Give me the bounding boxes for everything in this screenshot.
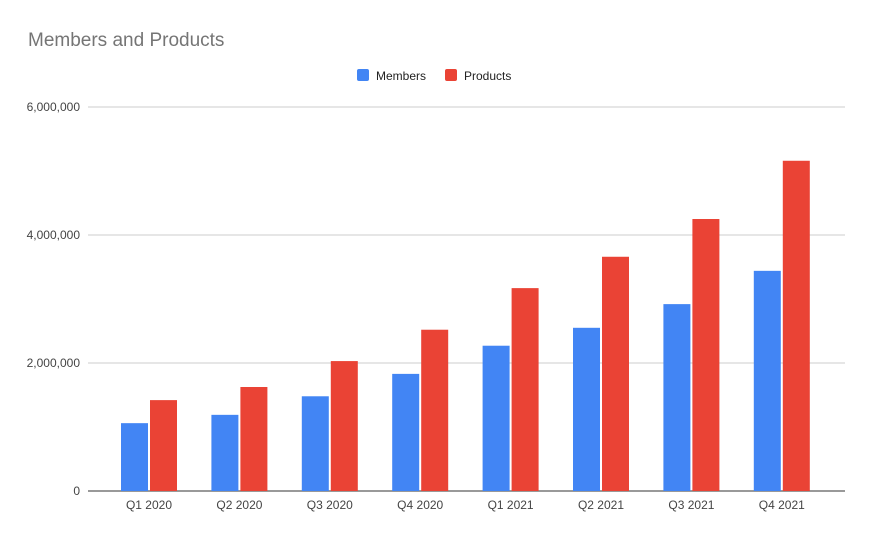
chart-title: Members and Products <box>28 30 224 51</box>
x-tick-label: Q3 2020 <box>307 498 353 512</box>
legend-label-products: Products <box>464 69 511 83</box>
bar-members <box>663 304 691 491</box>
bar-products <box>240 387 268 491</box>
y-tick-label: 6,000,000 <box>27 100 81 114</box>
x-tick-label: Q4 2020 <box>397 498 443 512</box>
x-tick-label: Q2 2020 <box>216 498 262 512</box>
y-tick-label: 2,000,000 <box>27 356 81 370</box>
bar-members <box>573 327 600 491</box>
x-tick-label: Q1 2021 <box>488 498 534 512</box>
x-tick-label: Q4 2021 <box>759 498 805 512</box>
bar-products <box>511 288 539 491</box>
bar-members <box>482 345 510 491</box>
bars <box>121 160 810 491</box>
x-tick-label: Q3 2021 <box>668 498 714 512</box>
y-tick-label: 4,000,000 <box>27 228 81 242</box>
bar-products <box>692 219 720 491</box>
legend-swatch-products <box>445 69 457 81</box>
bar-members <box>211 414 239 491</box>
bar-products <box>330 361 358 491</box>
legend-label-members: Members <box>376 69 426 83</box>
x-axis-labels: Q1 2020 Q2 2020 Q3 2020 Q4 2020 Q1 2021 Q2 20… <box>126 498 805 512</box>
x-tick-label: Q2 2021 <box>578 498 624 512</box>
x-tick-label: Q1 2020 <box>126 498 172 512</box>
y-tick-label: 0 <box>73 484 80 498</box>
legend: Members Products <box>357 69 511 83</box>
bar-members <box>392 373 420 491</box>
bar-products <box>602 256 629 491</box>
legend-swatch-members <box>357 69 369 81</box>
bar-products <box>421 329 449 491</box>
bar-members <box>753 270 781 491</box>
bar-members <box>121 423 148 491</box>
bar-products <box>782 160 810 491</box>
bar-members <box>301 396 329 491</box>
bar-products <box>150 400 177 491</box>
